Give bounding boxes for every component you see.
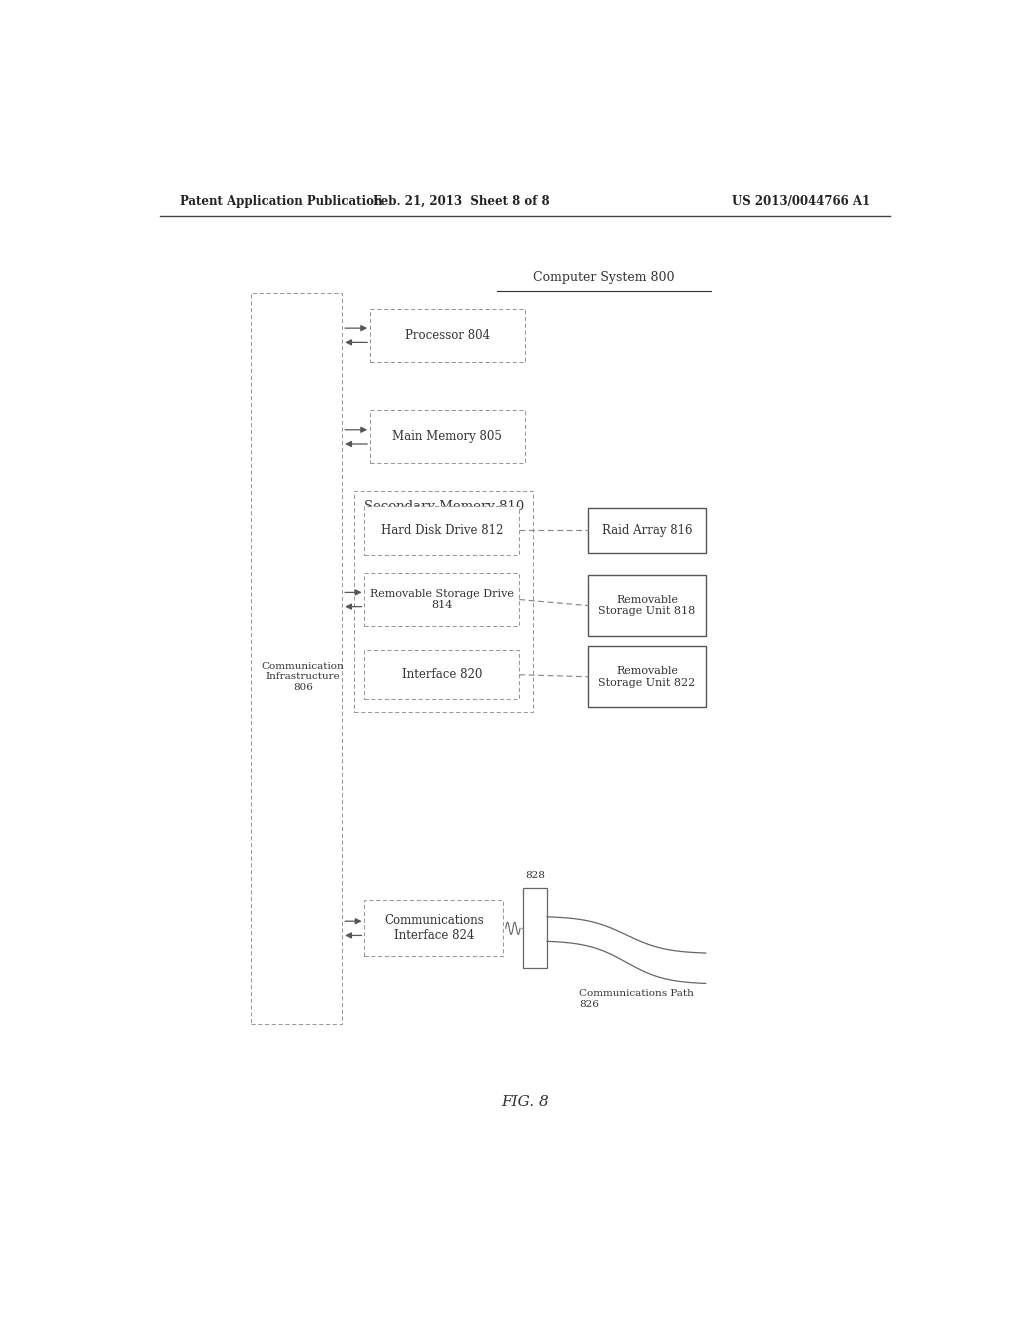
Bar — [365, 573, 519, 626]
Bar — [588, 647, 706, 708]
Text: Communication
Infrastructure
806: Communication Infrastructure 806 — [261, 661, 344, 692]
Text: Feb. 21, 2013  Sheet 8 of 8: Feb. 21, 2013 Sheet 8 of 8 — [373, 194, 550, 207]
Text: Interface 820: Interface 820 — [401, 668, 482, 681]
Text: Main Memory 805: Main Memory 805 — [392, 430, 503, 444]
Bar — [588, 576, 706, 636]
Text: Processor 804: Processor 804 — [404, 329, 490, 342]
Bar — [523, 888, 547, 969]
Text: Raid Array 816: Raid Array 816 — [602, 524, 692, 537]
Text: Computer System 800: Computer System 800 — [534, 271, 675, 284]
Text: Secondary Memory 810: Secondary Memory 810 — [364, 499, 524, 512]
Text: Patent Application Publication: Patent Application Publication — [179, 194, 382, 207]
Text: Removable
Storage Unit 822: Removable Storage Unit 822 — [598, 667, 695, 688]
Bar — [588, 508, 706, 553]
Text: 828: 828 — [525, 871, 545, 880]
Text: Communications
Interface 824: Communications Interface 824 — [384, 915, 483, 942]
Bar — [251, 293, 342, 1024]
Text: US 2013/0044766 A1: US 2013/0044766 A1 — [732, 194, 870, 207]
Bar — [354, 491, 532, 713]
Bar — [365, 900, 504, 956]
Text: FIG. 8: FIG. 8 — [501, 1094, 549, 1109]
Bar — [365, 651, 519, 700]
Bar — [370, 309, 524, 362]
Bar — [365, 506, 519, 554]
Text: Removable
Storage Unit 818: Removable Storage Unit 818 — [598, 595, 695, 616]
Text: Communications Path
826: Communications Path 826 — [579, 989, 693, 1008]
Text: Removable Storage Drive
814: Removable Storage Drive 814 — [370, 589, 514, 610]
Bar — [370, 411, 524, 463]
Text: Hard Disk Drive 812: Hard Disk Drive 812 — [381, 524, 503, 537]
